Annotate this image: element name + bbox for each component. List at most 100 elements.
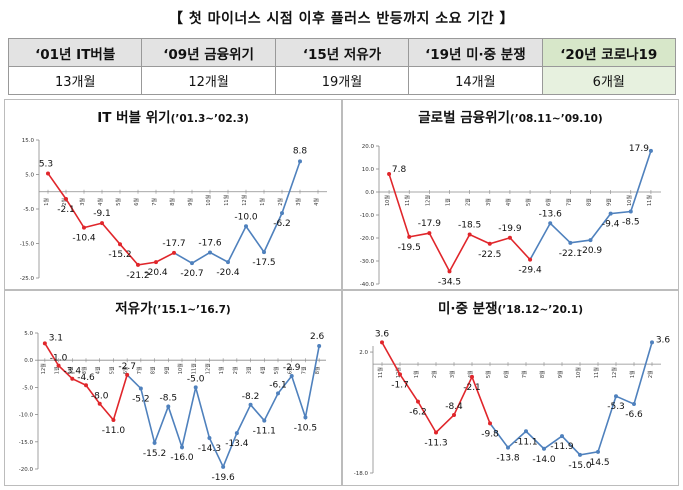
x-tick-label: 8월 bbox=[539, 370, 546, 378]
data-point bbox=[568, 240, 573, 245]
data-label: -1.7 bbox=[391, 380, 409, 390]
data-point bbox=[221, 464, 226, 469]
x-tick-label: 1월 bbox=[445, 198, 452, 206]
data-point bbox=[56, 363, 61, 368]
summary-value-cell-highlight: 6개월 bbox=[541, 66, 677, 95]
data-point bbox=[280, 211, 284, 216]
y-tick-label: -5.0 bbox=[22, 385, 33, 391]
x-tick-label: 10월 bbox=[205, 194, 212, 205]
data-point bbox=[588, 238, 593, 243]
x-tick-label: 10월 bbox=[384, 195, 391, 206]
data-label: -11.1 bbox=[253, 427, 276, 437]
data-point bbox=[650, 340, 654, 345]
data-label: -22.1 bbox=[559, 249, 582, 259]
data-label: -3.4 bbox=[64, 367, 82, 377]
data-point bbox=[46, 171, 50, 176]
data-label: -15.2 bbox=[108, 250, 131, 260]
x-tick-label: 3월 bbox=[81, 366, 88, 374]
data-point bbox=[628, 209, 633, 214]
x-tick-label: 11월 bbox=[191, 363, 198, 374]
data-label: -10.5 bbox=[294, 423, 317, 433]
x-tick-label: 6월 bbox=[545, 198, 552, 206]
x-tick-label: 1월 bbox=[43, 198, 50, 206]
x-tick-label: 9월 bbox=[187, 198, 194, 206]
data-point bbox=[447, 269, 452, 274]
x-tick-label: 8월 bbox=[314, 366, 321, 374]
data-label: -5.0 bbox=[187, 374, 205, 384]
data-label: -8.5 bbox=[160, 393, 178, 403]
data-label: -17.9 bbox=[418, 219, 442, 229]
data-label: -2.1 bbox=[57, 205, 75, 215]
x-tick-label: 5월 bbox=[115, 198, 122, 206]
data-point bbox=[506, 445, 510, 450]
summary-value-row: 13개월 12개월 19개월 14개월 6개월 bbox=[7, 66, 677, 95]
data-label: -15.2 bbox=[143, 449, 166, 459]
data-label: -29.4 bbox=[518, 266, 542, 276]
data-label: -2.7 bbox=[118, 362, 136, 372]
data-label: -34.5 bbox=[438, 277, 461, 287]
data-label: -1.0 bbox=[50, 354, 68, 364]
x-tick-label: 2월 bbox=[61, 198, 68, 206]
x-tick-label: 3월 bbox=[449, 370, 456, 378]
y-tick-label: 10.0 bbox=[362, 167, 375, 173]
data-label: 3.6 bbox=[656, 335, 671, 345]
data-point bbox=[172, 250, 176, 255]
data-point bbox=[608, 211, 613, 216]
data-label: -14.0 bbox=[532, 455, 556, 465]
x-tick-label: 8월 bbox=[169, 198, 176, 206]
chart-subtitle: (’08.11~’09.10) bbox=[509, 113, 603, 125]
data-point bbox=[560, 434, 564, 439]
data-label: -19.6 bbox=[211, 473, 235, 483]
data-point bbox=[470, 374, 474, 379]
data-point bbox=[614, 394, 618, 399]
x-tick-label: 11월 bbox=[593, 367, 600, 378]
x-tick-label: 2월 bbox=[465, 198, 472, 206]
data-label: -6.2 bbox=[273, 219, 291, 229]
data-label: 7.8 bbox=[392, 165, 407, 175]
x-tick-label: 6월 bbox=[122, 366, 129, 374]
data-point bbox=[548, 221, 553, 226]
x-tick-label: 12월 bbox=[611, 367, 618, 378]
data-label: -20.9 bbox=[579, 246, 603, 256]
x-tick-label: 2월 bbox=[647, 370, 654, 378]
data-label: 8.8 bbox=[293, 146, 308, 156]
data-label: -18.5 bbox=[458, 221, 481, 231]
data-point bbox=[190, 261, 194, 266]
summary-header-cell: ‘19년 미·중 분쟁 bbox=[408, 38, 543, 67]
data-point bbox=[387, 172, 392, 177]
data-label: -2.9 bbox=[283, 363, 301, 373]
summary-header-cell: ‘01년 IT버블 bbox=[7, 38, 143, 67]
y-tick-label: 20.0 bbox=[362, 144, 375, 150]
data-label: 17.9 bbox=[629, 144, 649, 154]
data-point bbox=[632, 402, 636, 407]
x-tick-label: 4월 bbox=[505, 198, 512, 206]
data-label: -13.6 bbox=[539, 209, 563, 219]
data-point bbox=[64, 196, 68, 201]
data-label: -17.6 bbox=[198, 238, 222, 248]
x-tick-label: 10월 bbox=[626, 195, 633, 206]
y-tick-label: -20.0 bbox=[19, 467, 34, 473]
data-point bbox=[180, 445, 184, 450]
data-point bbox=[262, 250, 266, 255]
x-tick-label: 9월 bbox=[606, 198, 613, 206]
chart-subtitle: (’15.1~’16.7) bbox=[152, 304, 231, 316]
x-tick-label: 7월 bbox=[521, 370, 528, 378]
series-line-recovery bbox=[173, 161, 301, 265]
data-point bbox=[427, 231, 432, 236]
data-point bbox=[380, 340, 384, 345]
y-tick-label: 5.0 bbox=[25, 173, 34, 179]
x-tick-label: 6월 bbox=[503, 370, 510, 378]
data-label: -10.0 bbox=[234, 212, 258, 222]
summary-header-row: ‘01년 IT버블 ‘09년 금융위기 ‘15년 저유가 ‘19년 미·중 분쟁… bbox=[7, 38, 677, 67]
data-point bbox=[244, 224, 248, 229]
data-point bbox=[276, 391, 280, 396]
data-label: -10.4 bbox=[72, 234, 96, 244]
x-tick-label: 7월 bbox=[300, 366, 307, 374]
x-tick-label: 1월 bbox=[218, 366, 225, 374]
data-point bbox=[416, 399, 420, 404]
data-label: -16.0 bbox=[170, 453, 194, 463]
chart-panel-it-bubble: IT 버블 위기(’01.3~’02.3) 15.0 5.0 -5.0 -15.0 -2… bbox=[4, 99, 342, 290]
summary-header-cell: ‘15년 저유가 bbox=[274, 38, 410, 67]
chart-panel-trade-war: 미·중 분쟁(’18.12~’20.1) 2.0 -18.0 11월 12월 1월 2월 3… bbox=[342, 290, 679, 486]
data-point bbox=[70, 376, 75, 381]
